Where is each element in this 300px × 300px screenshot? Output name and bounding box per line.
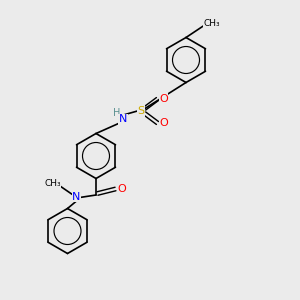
Text: CH₃: CH₃ — [203, 20, 220, 28]
Text: N: N — [72, 191, 81, 202]
Text: H: H — [113, 108, 121, 118]
Text: O: O — [117, 184, 126, 194]
Text: CH₃: CH₃ — [44, 178, 61, 188]
Text: O: O — [159, 118, 168, 128]
Text: O: O — [159, 94, 168, 104]
Text: N: N — [119, 114, 127, 124]
Text: S: S — [137, 106, 145, 116]
